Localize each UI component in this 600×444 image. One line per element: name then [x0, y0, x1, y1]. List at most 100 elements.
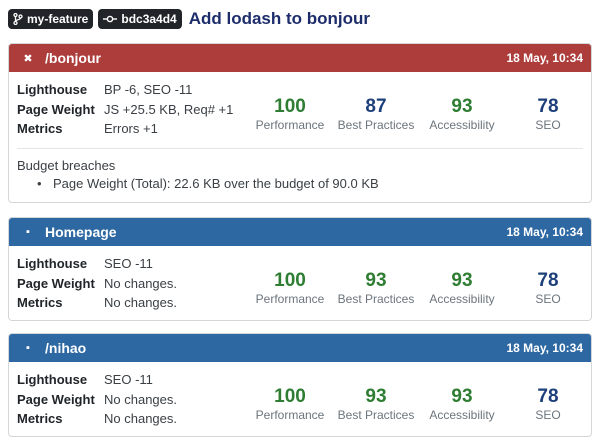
- score-label: SEO: [535, 408, 561, 422]
- row-value: SEO -11: [104, 256, 153, 272]
- git-branch-icon: [13, 13, 23, 25]
- score-seo: 78 SEO: [505, 370, 591, 436]
- neutral-square-icon: ▪: [26, 226, 30, 238]
- score-label: SEO: [535, 118, 561, 132]
- score-value: 78: [537, 270, 559, 291]
- card-body: Lighthouse BP -6, SEO -11 Page Weight JS…: [9, 72, 591, 148]
- breach-text: Page Weight (Total): 22.6 KB over the bu…: [53, 176, 379, 191]
- card-header[interactable]: ✖ /bonjour 18 May, 10:34: [9, 44, 591, 72]
- lighthouse-row: Lighthouse BP -6, SEO -11: [17, 80, 247, 100]
- score-label: Performance: [255, 292, 325, 306]
- score-value: 87: [365, 96, 387, 117]
- row-value: No changes.: [104, 295, 177, 311]
- score-value: 93: [365, 386, 387, 407]
- summary-list: Lighthouse SEO -11 Page Weight No change…: [9, 370, 247, 436]
- row-label: Metrics: [17, 411, 63, 427]
- score-performance: 100 Performance: [247, 80, 333, 148]
- card-body: Lighthouse SEO -11 Page Weight No change…: [9, 246, 591, 320]
- score-label: SEO: [535, 292, 561, 306]
- page-url[interactable]: /nihao: [45, 340, 87, 356]
- score-label: Best Practices: [337, 118, 415, 132]
- metrics-row: Metrics Errors +1: [17, 119, 247, 139]
- score-best-practices: 93 Best Practices: [333, 370, 419, 436]
- row-label: Lighthouse: [17, 372, 88, 388]
- score-value: 93: [451, 270, 473, 291]
- report-date: 18 May, 10:34: [506, 51, 584, 65]
- summary-list: Lighthouse BP -6, SEO -11 Page Weight JS…: [9, 80, 247, 148]
- score-performance: 100 Performance: [247, 254, 333, 320]
- score-value: 100: [274, 270, 306, 291]
- score-group: 100 Performance 93 Best Practices 93 Acc…: [247, 254, 591, 320]
- score-label: Accessibility: [429, 118, 495, 132]
- row-label: Metrics: [17, 121, 63, 137]
- page-url[interactable]: Homepage: [45, 224, 117, 240]
- row-value: JS +25.5 KB, Req# +1: [104, 101, 234, 117]
- git-commit-icon: [103, 15, 118, 23]
- row-label: Lighthouse: [17, 82, 88, 98]
- branch-name: my-feature: [27, 12, 89, 26]
- page-card: ▪ Homepage 18 May, 10:34 Lighthouse SEO …: [8, 217, 592, 321]
- score-seo: 78 SEO: [505, 254, 591, 320]
- score-label: Performance: [255, 118, 325, 132]
- metrics-row: Metrics No changes.: [17, 293, 247, 313]
- breaches-title: Budget breaches: [17, 158, 116, 173]
- page-weight-row: Page Weight No changes.: [17, 274, 247, 294]
- page-title: Add lodash to bonjour: [188, 9, 371, 28]
- score-value: 100: [274, 386, 306, 407]
- row-label: Page Weight: [17, 391, 95, 407]
- page-weight-row: Page Weight JS +25.5 KB, Req# +1: [17, 100, 247, 120]
- report-date: 18 May, 10:34: [506, 225, 584, 239]
- score-performance: 100 Performance: [247, 370, 333, 436]
- score-seo: 78 SEO: [505, 80, 591, 148]
- bullet-icon: •: [37, 176, 42, 191]
- page-card: ▪ /nihao 18 May, 10:34 Lighthouse SEO -1…: [8, 333, 592, 437]
- score-label: Best Practices: [337, 408, 415, 422]
- score-group: 100 Performance 87 Best Practices 93 Acc…: [247, 80, 591, 148]
- report-date: 18 May, 10:34: [506, 341, 584, 355]
- commit-tag[interactable]: bdc3a4d4: [98, 9, 182, 29]
- score-best-practices: 93 Best Practices: [333, 254, 419, 320]
- card-header[interactable]: ▪ Homepage 18 May, 10:34: [9, 218, 591, 246]
- card-header[interactable]: ▪ /nihao 18 May, 10:34: [9, 334, 591, 362]
- metrics-row: Metrics No changes.: [17, 409, 247, 429]
- branch-tag[interactable]: my-feature: [8, 9, 94, 29]
- score-value: 93: [365, 270, 387, 291]
- score-value: 93: [451, 96, 473, 117]
- score-value: 78: [537, 386, 559, 407]
- score-group: 100 Performance 93 Best Practices 93 Acc…: [247, 370, 591, 436]
- score-label: Accessibility: [429, 292, 495, 306]
- card-body: Lighthouse SEO -11 Page Weight No change…: [9, 362, 591, 436]
- lighthouse-row: Lighthouse SEO -11: [17, 370, 247, 390]
- row-value: SEO -11: [104, 372, 153, 388]
- lighthouse-row: Lighthouse SEO -11: [17, 254, 247, 274]
- page-url[interactable]: /bonjour: [45, 50, 101, 66]
- score-accessibility: 93 Accessibility: [419, 80, 505, 148]
- row-value: No changes.: [104, 411, 177, 427]
- commit-hash: bdc3a4d4: [121, 12, 177, 26]
- score-best-practices: 87 Best Practices: [333, 80, 419, 148]
- row-value: No changes.: [104, 275, 177, 291]
- row-label: Lighthouse: [17, 256, 88, 272]
- score-label: Performance: [255, 408, 325, 422]
- row-value: Errors +1: [104, 121, 158, 137]
- summary-list: Lighthouse SEO -11 Page Weight No change…: [9, 254, 247, 320]
- row-value: No changes.: [104, 391, 177, 407]
- page-card: ✖ /bonjour 18 May, 10:34 Lighthouse BP -…: [8, 43, 592, 203]
- header: my-feature bdc3a4d4 Add lodash to bonjou…: [8, 8, 370, 30]
- score-accessibility: 93 Accessibility: [419, 254, 505, 320]
- breach-item: • Page Weight (Total): 22.6 KB over the …: [17, 175, 583, 193]
- score-value: 93: [451, 386, 473, 407]
- row-label: Page Weight: [17, 101, 95, 117]
- score-label: Best Practices: [337, 292, 415, 306]
- neutral-square-icon: ▪: [26, 342, 30, 354]
- score-label: Accessibility: [429, 408, 495, 422]
- score-accessibility: 93 Accessibility: [419, 370, 505, 436]
- budget-breaches: Budget breaches • Page Weight (Total): 2…: [9, 149, 591, 199]
- page-weight-row: Page Weight No changes.: [17, 390, 247, 410]
- row-label: Page Weight: [17, 275, 95, 291]
- row-value: BP -6, SEO -11: [104, 82, 193, 98]
- fail-x-icon: ✖: [23, 52, 33, 65]
- row-label: Metrics: [17, 295, 63, 311]
- score-value: 78: [537, 96, 559, 117]
- score-value: 100: [274, 96, 306, 117]
